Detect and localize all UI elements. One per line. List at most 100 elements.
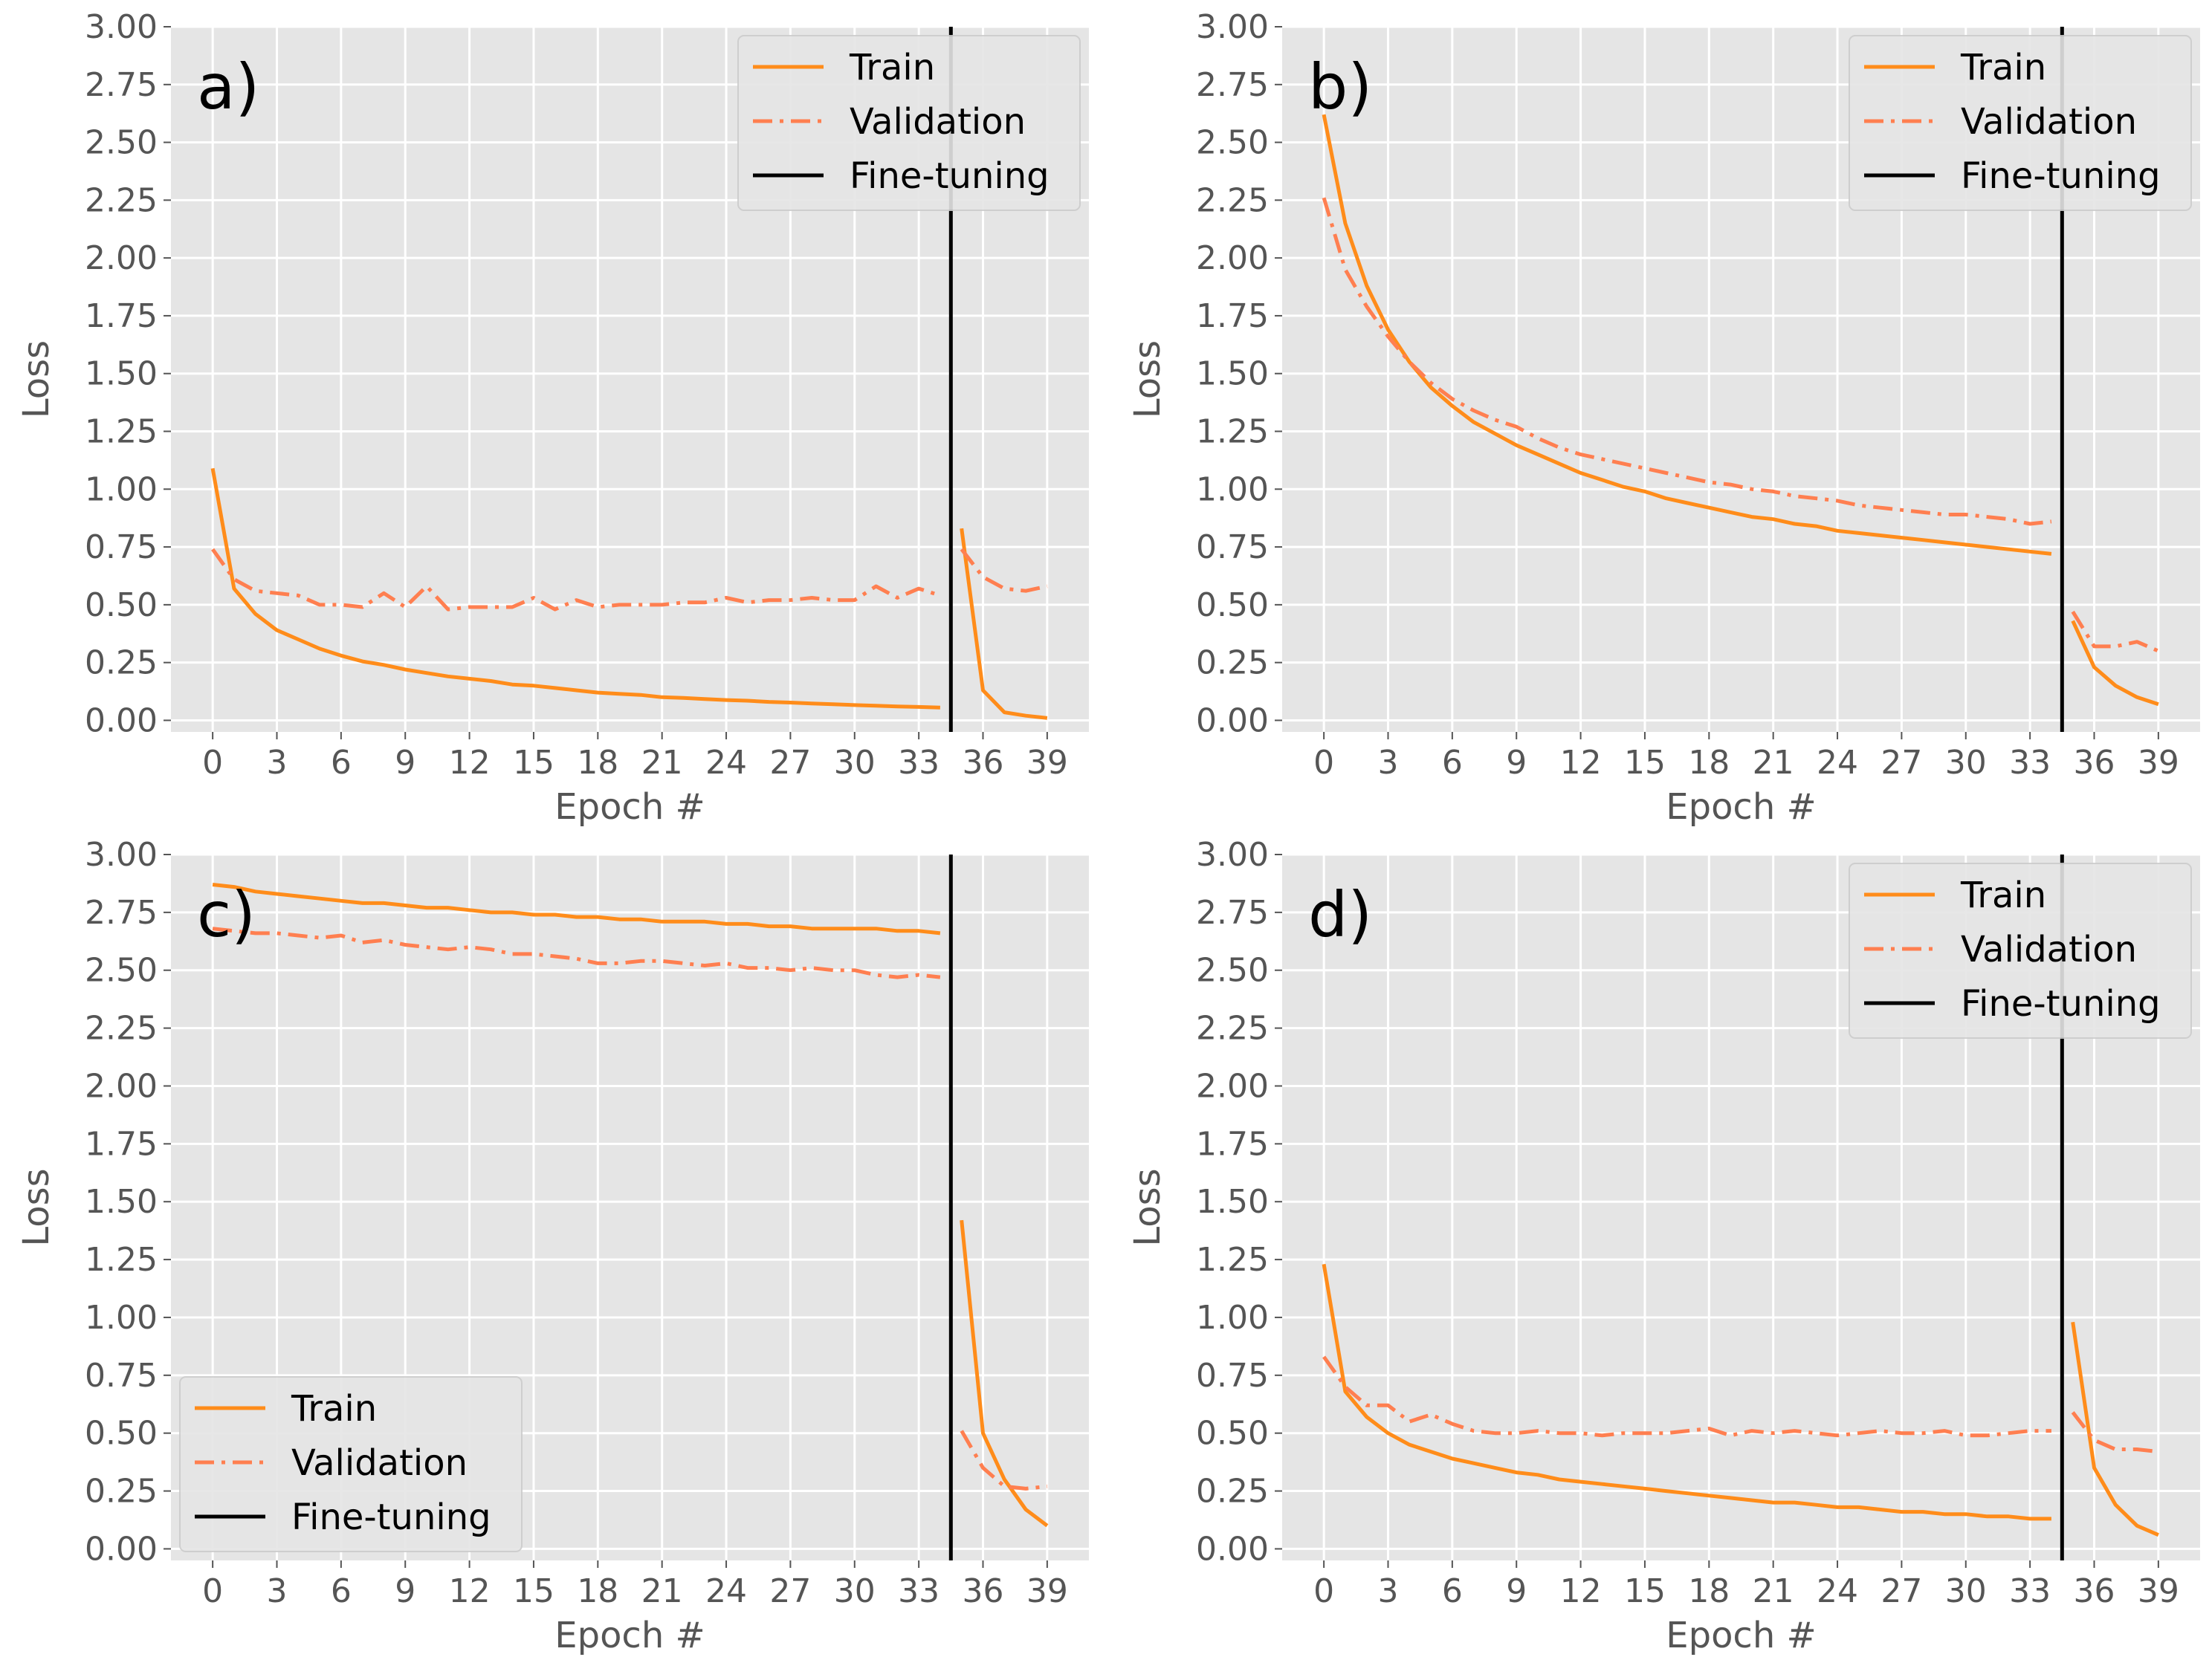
legend-label: Validation — [1961, 929, 2137, 970]
legend-label: Validation — [850, 101, 1026, 143]
y-tick-label: 0.00 — [1196, 1530, 1269, 1568]
x-tick-label: 12 — [449, 1572, 491, 1610]
y-tick-label: 0.25 — [85, 1473, 158, 1511]
x-tick-label: 6 — [331, 744, 352, 782]
y-tick-label: 1.25 — [85, 413, 158, 451]
legend-label: Fine-tuning — [850, 155, 1050, 197]
y-tick-label: 1.75 — [85, 1125, 158, 1163]
y-tick-label: 2.25 — [1196, 181, 1269, 219]
y-tick-label: 0.75 — [85, 1357, 158, 1395]
y-axis-label: Loss — [1127, 340, 1168, 418]
y-tick-label: 2.00 — [85, 1067, 158, 1105]
train-line — [2071, 1321, 2159, 1537]
x-tick-label: 18 — [577, 1572, 618, 1610]
legend-label: Fine-tuning — [1961, 983, 2161, 1025]
x-tick-label: 39 — [1026, 744, 1068, 782]
y-tick-label: 1.25 — [1196, 1241, 1269, 1279]
x-tick-label: 9 — [1506, 1572, 1527, 1610]
y-tick-label: 0.50 — [85, 586, 158, 624]
x-tick-label: 33 — [898, 1572, 940, 1610]
y-tick-label: 1.50 — [1196, 1183, 1269, 1221]
train-line — [2071, 620, 2159, 707]
legend-box — [1849, 863, 2192, 1039]
y-tick-label: 0.75 — [1196, 528, 1269, 566]
x-tick-label: 24 — [1817, 1572, 1858, 1610]
validation-line — [212, 927, 941, 979]
x-tick-label: 24 — [1817, 744, 1858, 782]
y-axis-label: Loss — [16, 1168, 57, 1246]
x-tick-label: 27 — [1880, 744, 1922, 782]
train-line — [210, 467, 940, 710]
x-tick-label: 12 — [449, 744, 491, 782]
x-tick-label: 18 — [1688, 744, 1730, 782]
train-line — [960, 528, 1048, 720]
y-tick-label: 1.50 — [85, 355, 158, 393]
x-tick-label: 15 — [1624, 744, 1666, 782]
train-line — [1322, 1263, 2051, 1521]
y-tick-label: 3.00 — [1196, 8, 1269, 46]
x-tick-label: 0 — [202, 1572, 223, 1610]
validation-line — [960, 1430, 1048, 1491]
x-tick-label: 3 — [267, 744, 288, 782]
y-tick-label: 0.25 — [1196, 644, 1269, 682]
x-tick-label: 3 — [1378, 1572, 1399, 1610]
x-tick-label: 15 — [513, 744, 554, 782]
y-tick-label: 0.50 — [1196, 586, 1269, 624]
train-line — [960, 1219, 1049, 1528]
x-axis-label: Epoch # — [554, 1615, 705, 1656]
x-tick-label: 15 — [1624, 1572, 1666, 1610]
y-tick-label: 2.75 — [85, 894, 158, 932]
y-tick-label: 2.25 — [85, 1010, 158, 1048]
y-axis-label: Loss — [1127, 1168, 1168, 1246]
x-tick-label: 39 — [2138, 1572, 2179, 1610]
legend-label: Fine-tuning — [1961, 155, 2161, 197]
x-axis-label: Epoch # — [1666, 1615, 1816, 1656]
y-tick-label: 3.00 — [1196, 836, 1269, 874]
y-tick-label: 2.00 — [1196, 239, 1269, 277]
legend-box — [1849, 35, 2192, 211]
y-tick-label: 0.50 — [85, 1415, 158, 1453]
validation-line — [1322, 1355, 2051, 1438]
legend: Train Validation Fine-tuning — [179, 1376, 523, 1552]
y-tick-label: 0.25 — [1196, 1473, 1269, 1511]
panel-b: 0 3 6 9 12 15 18 21 24 27 30 33 36 390.000.250.500.75… — [1127, 8, 2200, 828]
y-tick-label: 2.00 — [1196, 1067, 1269, 1105]
panel-d: 0 3 6 9 12 15 18 21 24 27 30 33 36 390.000.250.500.75… — [1127, 836, 2200, 1656]
x-tick-label: 39 — [1026, 1572, 1068, 1610]
y-tick-label: 0.00 — [1196, 701, 1269, 739]
y-tick-label: 2.50 — [85, 952, 158, 990]
x-tick-label: 39 — [2138, 744, 2179, 782]
x-tick-label: 0 — [1313, 1572, 1334, 1610]
legend-label: Train — [1960, 875, 2046, 916]
y-tick-label: 3.00 — [85, 8, 158, 46]
legend-label: Fine-tuning — [291, 1497, 491, 1538]
y-tick-label: 1.50 — [85, 1183, 158, 1221]
x-tick-label: 0 — [1313, 744, 1334, 782]
x-tick-label: 21 — [1753, 744, 1794, 782]
y-tick-label: 2.25 — [85, 181, 158, 219]
legend: Train Validation Fine-tuning — [1849, 863, 2192, 1039]
x-tick-label: 18 — [1688, 1572, 1730, 1610]
validation-line — [2071, 610, 2159, 653]
panel-a: 0 3 6 9 12 15 18 21 24 27 30 33 36 390.000.250.500.75… — [16, 8, 1089, 828]
y-tick-label: 2.75 — [1196, 66, 1269, 104]
panel-label: c) — [197, 878, 256, 951]
x-tick-label: 12 — [1560, 1572, 1602, 1610]
x-tick-label: 9 — [1506, 744, 1527, 782]
x-tick-label: 33 — [898, 744, 940, 782]
y-tick-label: 2.25 — [1196, 1010, 1269, 1048]
y-tick-label: 0.75 — [1196, 1357, 1269, 1395]
y-tick-label: 3.00 — [85, 836, 158, 874]
y-tick-label: 1.00 — [85, 470, 158, 508]
y-tick-label: 2.00 — [85, 239, 158, 277]
legend-label: Train — [291, 1388, 377, 1430]
panel-label: b) — [1308, 51, 1372, 123]
y-tick-label: 0.25 — [85, 644, 158, 682]
x-tick-label: 30 — [834, 744, 876, 782]
x-tick-label: 27 — [769, 1572, 811, 1610]
x-tick-label: 36 — [963, 1572, 1004, 1610]
x-tick-label: 6 — [1442, 1572, 1463, 1610]
y-tick-label: 1.00 — [1196, 1299, 1269, 1337]
panel-c: 0 3 6 9 12 15 18 21 24 27 30 33 36 390.000.250.500.75… — [16, 836, 1089, 1656]
y-axis-label: Loss — [16, 340, 57, 418]
